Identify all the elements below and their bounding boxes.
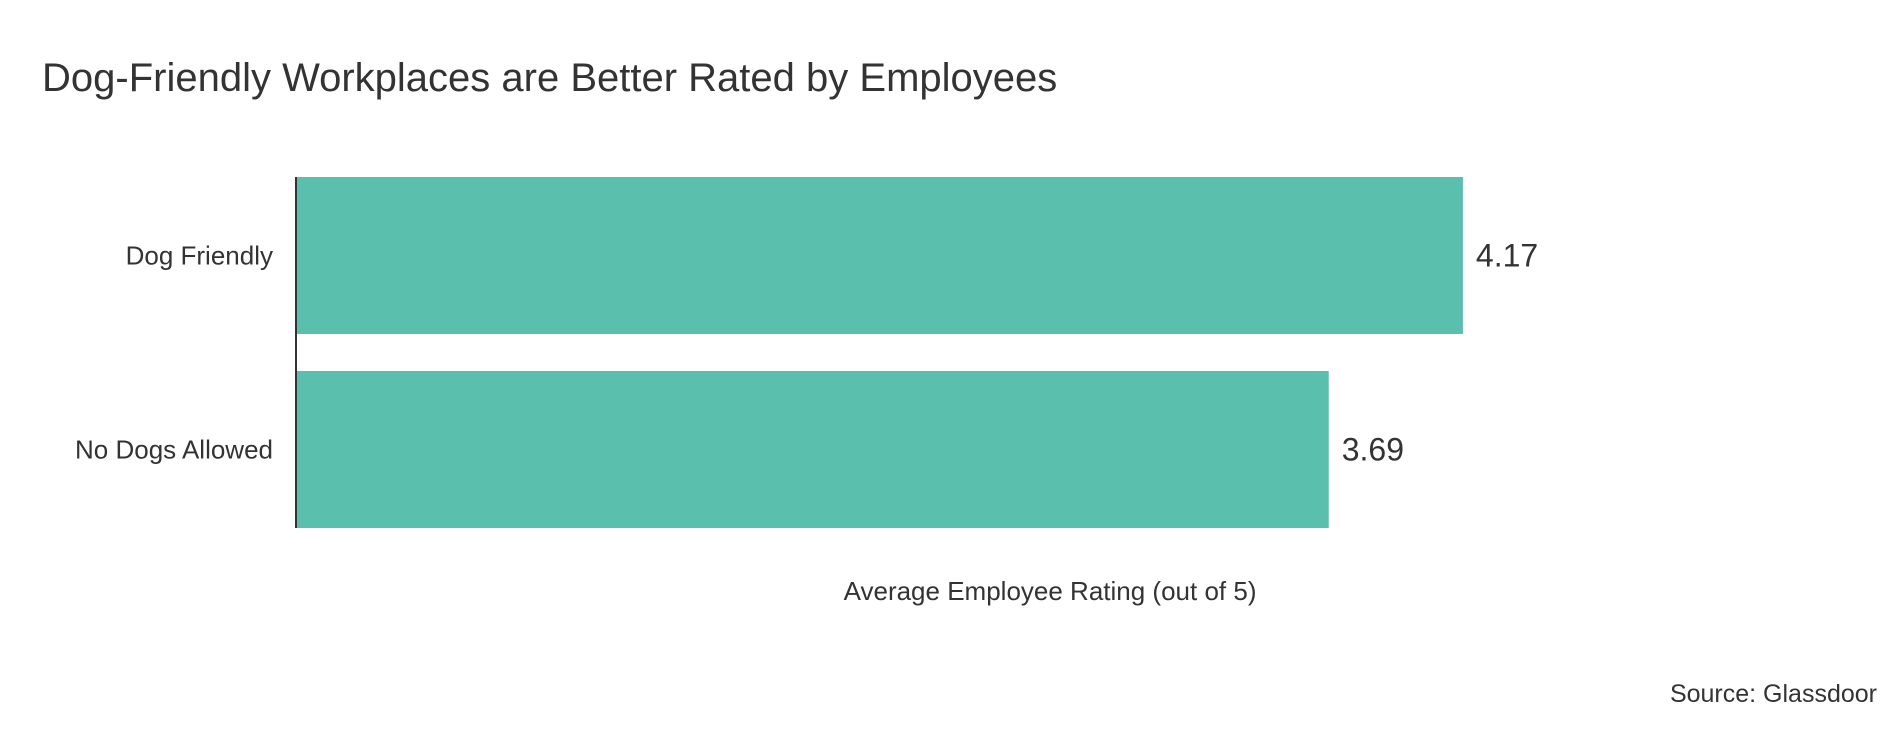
bar-no-dogs-allowed — [297, 371, 1329, 528]
source-note: Source: Glassdoor — [1669, 680, 1877, 708]
value-label-no-dogs-allowed: 3.69 — [1342, 432, 1404, 468]
category-label-no-dogs-allowed: No Dogs Allowed — [75, 435, 273, 465]
bars-group — [297, 177, 1463, 528]
bar-dog-friendly — [297, 177, 1463, 334]
value-labels: 4.17 3.69 — [1342, 238, 1538, 468]
category-labels: Dog Friendly No Dogs Allowed — [75, 241, 273, 465]
x-axis-title: Average Employee Rating (out of 5) — [844, 576, 1257, 606]
value-label-dog-friendly: 4.17 — [1476, 238, 1538, 274]
category-label-dog-friendly: Dog Friendly — [126, 241, 273, 271]
chart-title: Dog-Friendly Workplaces are Better Rated… — [42, 56, 1058, 100]
